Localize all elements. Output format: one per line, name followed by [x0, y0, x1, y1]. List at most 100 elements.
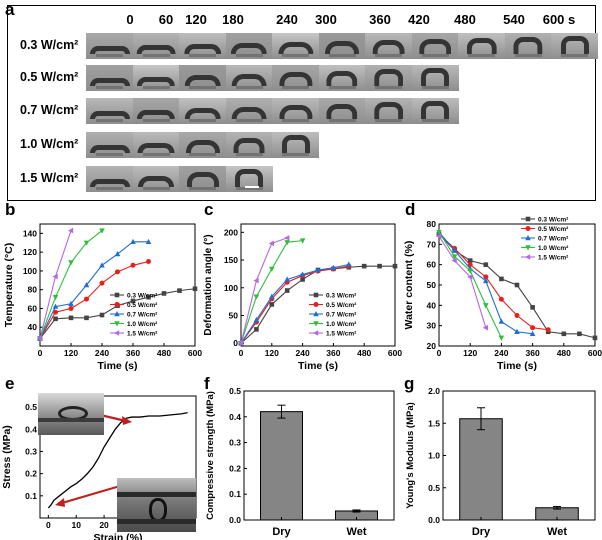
data-point — [284, 288, 290, 293]
data-point — [284, 276, 290, 282]
sample-photo — [86, 33, 133, 59]
x-tick-label: 360 — [326, 348, 340, 358]
data-point — [467, 274, 473, 280]
y-tick-label: 0.4 — [25, 424, 37, 434]
series-line — [438, 235, 487, 328]
data-point — [284, 235, 290, 241]
power-row-label: 1.5 W/cm² — [20, 171, 79, 185]
time-header: 60 — [158, 12, 174, 27]
sample-photo — [86, 65, 133, 91]
sample-photo — [272, 98, 319, 124]
water-content-chart: 0 120 240 360 480 600 20 30 40 50 60 70 80 Time (s) Wa… — [403, 216, 602, 373]
arrow-head — [122, 416, 132, 425]
y-tick-label: 70 — [427, 239, 437, 249]
sample-photo — [179, 65, 226, 91]
data-point — [114, 251, 121, 257]
data-point — [525, 235, 531, 241]
y-tick-label: 140 — [23, 228, 37, 238]
legend-label: 1.0 W/cm² — [326, 321, 357, 328]
youngs-modulus-chart: 0.0 0.5 1.0 1.5 2.0 Dry Wet Young's Modulus (MP… — [405, 386, 596, 538]
data-point — [114, 302, 120, 307]
y-tick-label: 1.5 — [428, 418, 440, 428]
x-tick-label: 0 — [437, 348, 442, 358]
data-point — [99, 228, 105, 234]
y-tick-label: 0.3 — [229, 438, 241, 448]
y-axis-label: Young's Modulus (MPa) — [405, 402, 416, 509]
data-point — [498, 318, 505, 324]
sample-photo — [551, 33, 598, 59]
time-header: 120 — [185, 12, 207, 27]
y-tick-label: 50 — [229, 311, 239, 321]
y-tick-label: 1.0 — [428, 451, 440, 461]
x-tick-label: 10 — [71, 520, 81, 530]
data-point — [530, 305, 535, 310]
sample-photo — [132, 132, 180, 158]
data-point — [530, 325, 536, 331]
bar — [459, 418, 503, 521]
plot-frame — [240, 223, 396, 347]
data-point — [525, 216, 531, 222]
plot-frame — [39, 223, 196, 347]
data-point — [269, 293, 275, 299]
data-point — [68, 305, 74, 311]
sample-photo — [86, 132, 133, 158]
data-point — [145, 238, 152, 245]
legend-label: 0.7 W/cm² — [538, 236, 569, 243]
sample-photo — [272, 132, 319, 158]
legend-label: 0.5 W/cm² — [127, 302, 158, 309]
x-tick-label: 0 — [46, 520, 51, 530]
y-tick-label: 0.3 — [25, 446, 37, 456]
y-axis-label: Deformation angle (°) — [203, 234, 214, 335]
y-tick-label: 0.0 — [229, 515, 241, 525]
y-tick-label: 2.0 — [428, 386, 440, 396]
compressive-strength-chart: 0.0 0.1 0.2 0.3 0.4 0.5 Dry Wet Compressive stre… — [205, 386, 395, 538]
sample-photo — [504, 33, 552, 59]
data-point — [52, 295, 59, 301]
y-tick-label: 80 — [427, 219, 437, 229]
y-tick-label: 120 — [23, 247, 37, 257]
y-tick-label: 0.5 — [25, 402, 37, 412]
sample-photo — [411, 33, 459, 59]
y-axis-label: Water content (%) — [403, 241, 415, 330]
time-header: 180 — [222, 12, 244, 27]
data-point — [37, 335, 43, 342]
y-tick-label: 0.2 — [25, 469, 37, 479]
y-axis-label: Stress (MPa) — [1, 425, 13, 489]
y-tick-label: 40 — [28, 322, 38, 332]
y-tick-label: 0.1 — [25, 491, 37, 501]
y-tick-label: 50 — [427, 280, 437, 290]
x-tick-label: 120 — [265, 348, 279, 358]
data-point — [467, 268, 473, 274]
x-tick-label: 480 — [557, 348, 571, 358]
x-tick-label: 240 — [95, 348, 109, 358]
data-point — [84, 296, 89, 302]
legend-label: 0.3 W/cm² — [326, 293, 357, 300]
y-tick-label: 0.0 — [428, 515, 440, 525]
x-tick-label: 360 — [526, 348, 540, 358]
y-axis-label: Compressive strength (MPa) — [205, 391, 216, 520]
panel-label-d: d — [405, 200, 416, 219]
data-point — [254, 327, 259, 332]
scale-bar — [245, 186, 259, 188]
data-point — [346, 261, 352, 267]
data-point — [269, 302, 275, 307]
power-row-label: 0.3 W/cm² — [20, 38, 79, 52]
time-header: 0 — [126, 12, 134, 27]
sample-photo — [132, 65, 180, 91]
data-point — [361, 263, 367, 269]
data-point — [114, 321, 120, 327]
y-tick-label: 40 — [427, 300, 437, 310]
data-point — [99, 312, 105, 318]
data-point — [451, 254, 458, 260]
category-label: Dry — [272, 526, 291, 538]
time-header: 300 — [315, 12, 337, 27]
data-point — [68, 315, 74, 321]
inset-photo-compressed — [117, 478, 196, 532]
data-point — [592, 335, 598, 341]
sample-photo — [179, 166, 226, 192]
data-point — [498, 335, 505, 341]
sample-photo — [179, 132, 226, 158]
x-axis-label: Time (s) — [497, 360, 537, 372]
y-tick-label: 30 — [427, 321, 437, 331]
